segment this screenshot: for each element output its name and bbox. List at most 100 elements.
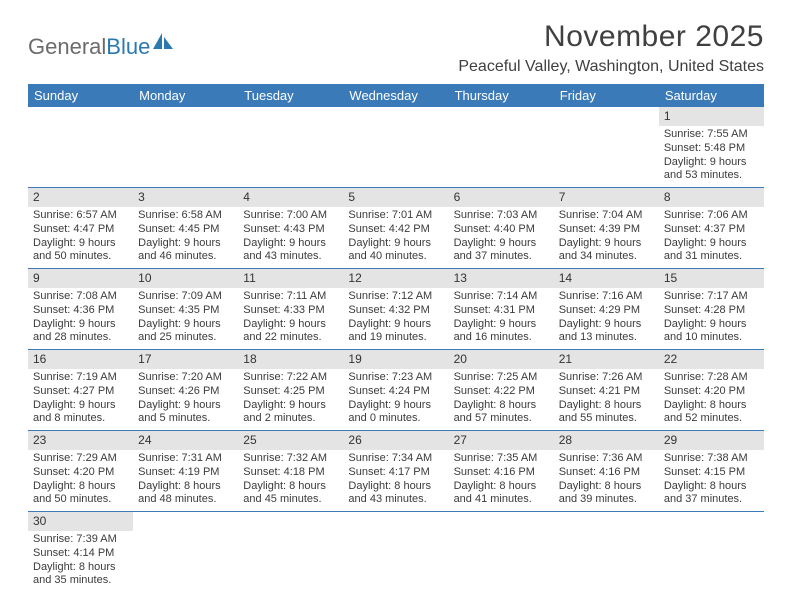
weekday-label: Saturday	[659, 84, 764, 107]
day-cell: 2Sunrise: 6:57 AMSunset: 4:47 PMDaylight…	[28, 188, 133, 268]
day-line: Sunset: 4:40 PM	[454, 223, 549, 237]
day-cell: 24Sunrise: 7:31 AMSunset: 4:19 PMDayligh…	[133, 431, 238, 511]
day-line: Daylight: 9 hours	[138, 237, 233, 251]
day-cell: 30Sunrise: 7:39 AMSunset: 4:14 PMDayligh…	[28, 512, 133, 592]
day-line: Daylight: 8 hours	[454, 480, 549, 494]
day-line: Sunset: 4:47 PM	[33, 223, 128, 237]
day-line: and 28 minutes.	[33, 331, 128, 345]
location: Peaceful Valley, Washington, United Stat…	[458, 58, 764, 76]
day-line: and 10 minutes.	[664, 331, 759, 345]
day-body: Sunrise: 7:29 AMSunset: 4:20 PMDaylight:…	[28, 450, 133, 511]
day-line: Daylight: 9 hours	[559, 237, 654, 251]
day-body: Sunrise: 7:12 AMSunset: 4:32 PMDaylight:…	[343, 288, 448, 349]
day-line: Sunset: 4:26 PM	[138, 385, 233, 399]
day-line: and 46 minutes.	[138, 250, 233, 264]
day-number: 4	[238, 188, 343, 207]
weekday-label: Wednesday	[343, 84, 448, 107]
logo: GeneralBlue	[28, 20, 175, 60]
day-number: 3	[133, 188, 238, 207]
day-line: and 55 minutes.	[559, 412, 654, 426]
day-line: Sunset: 4:16 PM	[559, 466, 654, 480]
day-cell: 11Sunrise: 7:11 AMSunset: 4:33 PMDayligh…	[238, 269, 343, 349]
day-line: Sunset: 4:20 PM	[33, 466, 128, 480]
day-line: Daylight: 9 hours	[454, 318, 549, 332]
day-body: Sunrise: 7:00 AMSunset: 4:43 PMDaylight:…	[238, 207, 343, 268]
day-line: and 43 minutes.	[243, 250, 338, 264]
day-cell: 4Sunrise: 7:00 AMSunset: 4:43 PMDaylight…	[238, 188, 343, 268]
day-body: Sunrise: 7:38 AMSunset: 4:15 PMDaylight:…	[659, 450, 764, 511]
day-cell: 12Sunrise: 7:12 AMSunset: 4:32 PMDayligh…	[343, 269, 448, 349]
day-body: Sunrise: 6:58 AMSunset: 4:45 PMDaylight:…	[133, 207, 238, 268]
day-number: 25	[238, 431, 343, 450]
day-line: Sunrise: 7:06 AM	[664, 209, 759, 223]
day-body: Sunrise: 7:25 AMSunset: 4:22 PMDaylight:…	[449, 369, 554, 430]
day-cell	[554, 512, 659, 592]
day-line: Daylight: 9 hours	[559, 318, 654, 332]
day-line: Sunset: 4:33 PM	[243, 304, 338, 318]
weekday-label: Thursday	[449, 84, 554, 107]
week-row: 1Sunrise: 7:55 AMSunset: 5:48 PMDaylight…	[28, 107, 764, 188]
day-body: Sunrise: 7:36 AMSunset: 4:16 PMDaylight:…	[554, 450, 659, 511]
day-line: and 8 minutes.	[33, 412, 128, 426]
day-line: Sunrise: 7:34 AM	[348, 452, 443, 466]
day-line: and 19 minutes.	[348, 331, 443, 345]
day-line: and 50 minutes.	[33, 493, 128, 507]
day-body: Sunrise: 7:09 AMSunset: 4:35 PMDaylight:…	[133, 288, 238, 349]
day-number: 23	[28, 431, 133, 450]
day-cell: 23Sunrise: 7:29 AMSunset: 4:20 PMDayligh…	[28, 431, 133, 511]
weekday-label: Monday	[133, 84, 238, 107]
day-number: 8	[659, 188, 764, 207]
day-line: and 37 minutes.	[664, 493, 759, 507]
day-body: Sunrise: 7:03 AMSunset: 4:40 PMDaylight:…	[449, 207, 554, 268]
day-cell	[449, 512, 554, 592]
day-line: Daylight: 8 hours	[348, 480, 443, 494]
day-body: Sunrise: 7:35 AMSunset: 4:16 PMDaylight:…	[449, 450, 554, 511]
day-number: 9	[28, 269, 133, 288]
day-line: and 40 minutes.	[348, 250, 443, 264]
day-line: Sunset: 4:36 PM	[33, 304, 128, 318]
day-line: Sunrise: 7:31 AM	[138, 452, 233, 466]
day-body: Sunrise: 7:17 AMSunset: 4:28 PMDaylight:…	[659, 288, 764, 349]
day-line: Sunrise: 7:26 AM	[559, 371, 654, 385]
day-body: Sunrise: 7:55 AMSunset: 5:48 PMDaylight:…	[659, 126, 764, 187]
day-line: Sunset: 4:21 PM	[559, 385, 654, 399]
day-cell: 14Sunrise: 7:16 AMSunset: 4:29 PMDayligh…	[554, 269, 659, 349]
day-line: and 52 minutes.	[664, 412, 759, 426]
day-body: Sunrise: 7:06 AMSunset: 4:37 PMDaylight:…	[659, 207, 764, 268]
day-line: and 39 minutes.	[559, 493, 654, 507]
week-row: 16Sunrise: 7:19 AMSunset: 4:27 PMDayligh…	[28, 350, 764, 431]
day-line: Sunrise: 7:01 AM	[348, 209, 443, 223]
day-line: Sunset: 4:20 PM	[664, 385, 759, 399]
day-cell: 5Sunrise: 7:01 AMSunset: 4:42 PMDaylight…	[343, 188, 448, 268]
day-line: Sunrise: 7:14 AM	[454, 290, 549, 304]
day-line: and 35 minutes.	[33, 574, 128, 588]
day-line: and 16 minutes.	[454, 331, 549, 345]
calendar: SundayMondayTuesdayWednesdayThursdayFrid…	[28, 84, 764, 592]
day-cell	[238, 512, 343, 592]
day-line: Daylight: 8 hours	[559, 399, 654, 413]
day-cell: 6Sunrise: 7:03 AMSunset: 4:40 PMDaylight…	[449, 188, 554, 268]
day-cell	[659, 512, 764, 592]
day-line: Sunrise: 7:09 AM	[138, 290, 233, 304]
day-line: Sunrise: 7:29 AM	[33, 452, 128, 466]
day-line: Sunset: 4:16 PM	[454, 466, 549, 480]
day-number: 30	[28, 512, 133, 531]
day-cell	[238, 107, 343, 187]
sail-icon	[153, 31, 175, 57]
day-line: Daylight: 9 hours	[243, 237, 338, 251]
day-number: 26	[343, 431, 448, 450]
day-number: 15	[659, 269, 764, 288]
day-cell: 3Sunrise: 6:58 AMSunset: 4:45 PMDaylight…	[133, 188, 238, 268]
day-number: 21	[554, 350, 659, 369]
day-number: 27	[449, 431, 554, 450]
day-line: Sunrise: 7:38 AM	[664, 452, 759, 466]
day-cell: 18Sunrise: 7:22 AMSunset: 4:25 PMDayligh…	[238, 350, 343, 430]
day-line: Sunrise: 7:03 AM	[454, 209, 549, 223]
day-line: Daylight: 9 hours	[348, 237, 443, 251]
day-body: Sunrise: 7:04 AMSunset: 4:39 PMDaylight:…	[554, 207, 659, 268]
day-line: Sunset: 4:27 PM	[33, 385, 128, 399]
day-line: Sunrise: 7:55 AM	[664, 128, 759, 142]
day-line: and 53 minutes.	[664, 169, 759, 183]
day-line: and 48 minutes.	[138, 493, 233, 507]
day-cell: 27Sunrise: 7:35 AMSunset: 4:16 PMDayligh…	[449, 431, 554, 511]
